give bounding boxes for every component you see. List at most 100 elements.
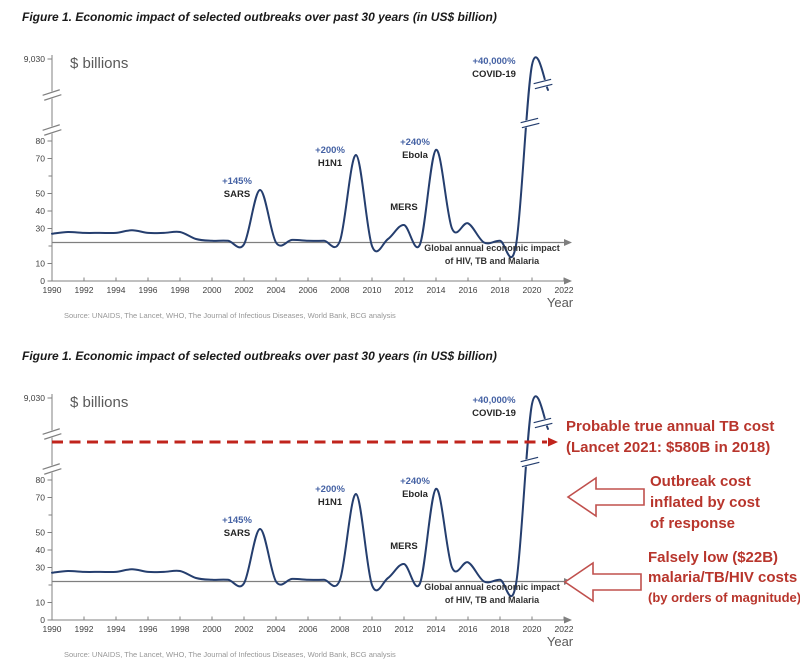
x-axis-title: Year <box>547 295 574 310</box>
x-tick-label: 2012 <box>395 285 414 295</box>
figure-annotated: Figure 1. Economic impact of selected ou… <box>0 339 800 662</box>
break-stroke <box>520 117 539 124</box>
outbreak-line-chart: 1990 1992 1994 1996 1998 2000 2002 2004 2006 2008… <box>24 54 574 320</box>
y-axis-break-icon <box>42 88 62 102</box>
x-tick-label: 2014 <box>427 285 446 295</box>
break-stroke <box>521 461 540 468</box>
break-gap <box>533 78 553 90</box>
x-tick-label: 1996 <box>139 285 158 295</box>
x-tick-label: 2020 <box>523 285 542 295</box>
x-tick-label: 1998 <box>171 285 190 295</box>
x-axis-arrowhead-icon <box>564 277 572 285</box>
x-tick-label: 2010 <box>363 285 382 295</box>
annotation-line: (Lancet 2021: $580B in 2018) <box>566 439 771 456</box>
x-tick-label: 1990 <box>43 624 62 634</box>
y-axis-top-label: 9,030 <box>24 393 46 403</box>
y-axis-top-label: 9,030 <box>24 54 46 64</box>
event-pct-label: +40,000% <box>472 56 516 67</box>
y-tick-label: 0 <box>40 276 45 286</box>
event-name-label: H1N1 <box>318 158 343 169</box>
y-tick-label: 70 <box>36 154 46 164</box>
figure-title: Figure 1. Economic impact of selected ou… <box>22 349 497 363</box>
break-stroke <box>42 463 60 470</box>
outbreak-impact-curve <box>51 56 549 259</box>
x-tick-label: 1994 <box>107 285 126 295</box>
event-name-label: H1N1 <box>318 497 343 508</box>
x-tick-label: 2012 <box>395 624 414 634</box>
break-stroke <box>533 417 552 424</box>
break-stroke <box>520 456 539 463</box>
arrow-shape <box>566 476 645 518</box>
break-gap <box>42 123 62 137</box>
annotation-line: Falsely low ($22B) <box>648 549 779 566</box>
x-tick-label: 2020 <box>523 624 542 634</box>
break-gap <box>42 88 62 102</box>
break-gap <box>520 456 540 468</box>
break-gap <box>42 462 62 476</box>
break-gap <box>42 427 62 441</box>
event-name-label: Ebola <box>402 489 429 500</box>
source-note: Source: UNAIDS, The Lancet, WHO, The Jou… <box>64 650 396 659</box>
x-tick-label: 2018 <box>491 285 510 295</box>
event-pct-label: +200% <box>315 484 345 495</box>
y-axis-title: $ billions <box>70 394 128 411</box>
left-block-arrow-icon <box>566 476 645 518</box>
x-tick-label: 1996 <box>139 624 158 634</box>
break-stroke <box>42 428 60 435</box>
y-tick-label: 10 <box>36 259 46 269</box>
x-tick-label: 2000 <box>203 624 222 634</box>
event-name-label: MERS <box>390 541 417 552</box>
x-tick-label: 2000 <box>203 285 222 295</box>
y-tick-label: 30 <box>36 224 46 234</box>
baseline-label: of HIV, TB and Malaria <box>445 256 540 266</box>
outbreak-line-chart-annotated: 1990 1992 1994 1996 1998 2000 2002 2004 2006 2008… <box>24 393 574 659</box>
break-stroke <box>534 422 553 429</box>
baseline-arrowhead-icon <box>564 239 572 246</box>
y-tick-label: 0 <box>40 615 45 625</box>
annotation-line: malaria/TB/HIV costs <box>648 569 798 586</box>
chart-annotated-wrap: 1990 1992 1994 1996 1998 2000 2002 2004 2006 2008… <box>0 372 800 662</box>
y-axis-break-icon <box>42 427 62 441</box>
break-stroke <box>42 89 60 96</box>
annotation-line: Probable true annual TB cost <box>566 418 775 435</box>
curve-break-icon <box>533 78 553 90</box>
break-stroke <box>44 433 62 440</box>
y-axis-break-icon <box>42 123 62 137</box>
x-tick-label: 2008 <box>331 285 350 295</box>
x-axis-arrowhead-icon <box>564 616 572 624</box>
baseline-label: Global annual economic impact <box>424 582 560 592</box>
break-stroke <box>521 122 540 129</box>
y-tick-label: 10 <box>36 598 46 608</box>
x-tick-label: 2006 <box>299 285 318 295</box>
y-tick-label: 40 <box>36 206 46 216</box>
break-gap <box>520 117 540 129</box>
event-pct-label: +145% <box>222 176 252 187</box>
break-stroke <box>44 94 62 101</box>
x-tick-label: 2002 <box>235 624 254 634</box>
y-tick-label: 30 <box>36 563 46 573</box>
break-gap <box>533 417 553 429</box>
y-tick-label: 80 <box>36 475 46 485</box>
event-pct-label: +200% <box>315 145 345 156</box>
event-pct-label: +145% <box>222 515 252 526</box>
annotation-line: Outbreak cost <box>650 473 751 490</box>
break-stroke <box>44 468 62 475</box>
y-tick-label: 80 <box>36 136 46 146</box>
chart-original-wrap: 1990 1992 1994 1996 1998 2000 2002 2004 2006 2008… <box>0 33 800 323</box>
y-tick-label: 40 <box>36 545 46 555</box>
event-name-label: Ebola <box>402 150 429 161</box>
x-tick-label: 1990 <box>43 285 62 295</box>
baseline-label: Global annual economic impact <box>424 243 560 253</box>
event-name-label: SARS <box>224 528 250 539</box>
x-tick-label: 2004 <box>267 285 286 295</box>
y-tick-label: 70 <box>36 493 46 503</box>
x-tick-label: 2002 <box>235 285 254 295</box>
x-tick-label: 2006 <box>299 624 318 634</box>
event-name-label: SARS <box>224 189 250 200</box>
event-pct-label: +40,000% <box>472 395 516 406</box>
annotation-falsely-low-costs: Falsely low ($22B) malaria/TB/HIV costs … <box>648 548 800 608</box>
x-tick-label: 2016 <box>459 285 478 295</box>
baseline-label: of HIV, TB and Malaria <box>445 595 540 605</box>
x-tick-label: 1998 <box>171 624 190 634</box>
